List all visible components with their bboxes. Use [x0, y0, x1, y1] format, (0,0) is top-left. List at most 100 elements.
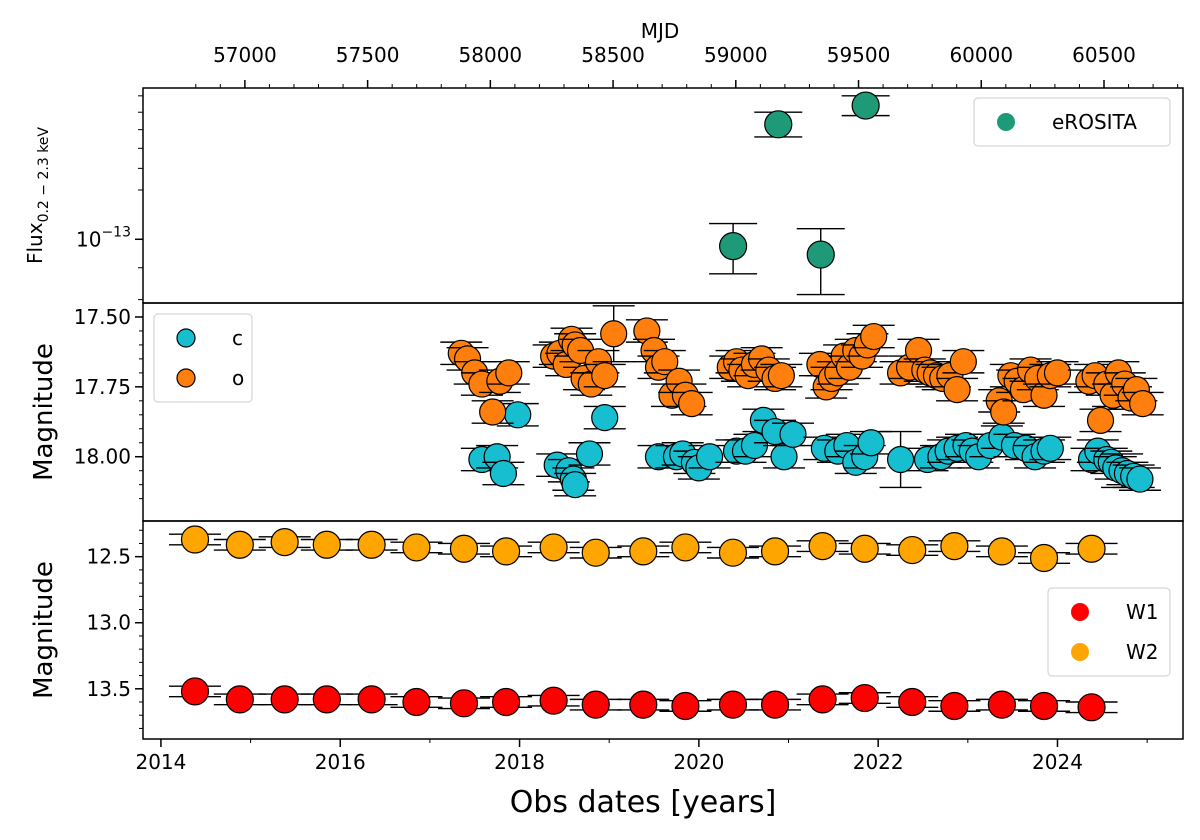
- legend-atlas-label-c: c: [232, 326, 243, 350]
- wise-W1-point-9: [581, 690, 610, 719]
- wise-W2-point-12: [718, 538, 748, 567]
- atlas-o-point-74: [1129, 390, 1157, 418]
- flux-axis-title: Flux0.2 − 2.3 keV: [23, 127, 52, 264]
- wise-W2-point-20: [1077, 534, 1106, 563]
- wise-W1-point-11: [671, 691, 700, 721]
- wise-y-axis-title: Magnitude: [29, 561, 59, 699]
- mjd-tick-label-2: 58000: [459, 43, 523, 67]
- legend-wise-label-W1: W1: [1126, 600, 1159, 624]
- flux-tick-base: 10: [76, 227, 101, 251]
- atlas-o-point-64: [1043, 359, 1072, 387]
- wise-y-tick-label-0: 12.5: [86, 545, 131, 569]
- atlas-c-point-52: [1126, 465, 1154, 493]
- atlas-o-point-21: [651, 348, 679, 376]
- wise-W2-point-2: [270, 528, 299, 557]
- atlas-c-point-3: [504, 401, 532, 429]
- wise-W1-point-0: [180, 677, 210, 706]
- atlas-c-point-29: [886, 445, 915, 474]
- wise-W2-point-19: [1029, 543, 1059, 573]
- atlas-o-point-25: [678, 390, 706, 418]
- atlas-o-point-54: [949, 348, 977, 376]
- legend-wise-marker-W1: [1071, 603, 1089, 621]
- year-tick-label-3: 2020: [673, 750, 724, 774]
- legend-erosita-marker-eROSITA: [997, 113, 1015, 131]
- atlas-c-point-9: [591, 403, 619, 432]
- atlas-o-point-16: [591, 362, 619, 390]
- wise-W1-point-15: [850, 683, 879, 713]
- wise-W1-point-18: [987, 690, 1016, 719]
- mjd-tick-label-7: 60500: [1072, 43, 1136, 67]
- wise-W1-point-12: [718, 690, 748, 719]
- wise-W2-point-7: [492, 537, 521, 566]
- wise-W1-point-2: [270, 685, 299, 714]
- wise-W1-point-19: [1029, 691, 1059, 721]
- atlas-y-tick-label-0: 17.50: [74, 305, 131, 329]
- atlas-c-point-28: [857, 429, 885, 457]
- flux-title-main: Flux: [23, 222, 47, 264]
- atlas-c-point-8: [575, 440, 604, 468]
- wise-W1-point-4: [357, 685, 386, 714]
- atlas-y-tick-label-1: 17.75: [74, 375, 131, 399]
- atlas-c-point-2: [489, 459, 518, 488]
- flux-tick-label: 10−13: [76, 224, 131, 251]
- wise-W1-point-13: [760, 690, 790, 719]
- wise-W2-point-0: [180, 525, 210, 554]
- wise-W2-point-6: [449, 534, 479, 563]
- atlas-o-point-4: [479, 398, 507, 426]
- wise-W1-point-3: [312, 685, 341, 714]
- mjd-tick-label-5: 59500: [827, 43, 891, 67]
- year-tick-label-1: 2016: [315, 750, 366, 774]
- atlas-c-point-7: [561, 471, 589, 499]
- wise-W2-point-18: [987, 537, 1016, 566]
- year-tick-label-5: 2024: [1032, 750, 1083, 774]
- atlas-o-point-44: [860, 322, 888, 351]
- flux-title-sub: 0.2 − 2.3 keV: [36, 127, 52, 223]
- wise-W1-point-14: [808, 685, 837, 714]
- wise-W1-point-5: [402, 687, 431, 717]
- panel-frames: [142, 87, 1184, 740]
- mjd-tick-label-1: 57500: [336, 43, 400, 67]
- year-tick-label-2: 2018: [494, 750, 545, 774]
- panel-wise-frame: [142, 520, 1184, 740]
- mjd-tick-label-0: 57000: [213, 43, 277, 67]
- x-axis-title: Obs dates [years]: [510, 785, 777, 820]
- wise-W2-point-3: [312, 530, 341, 559]
- atlas-y-axis-title: Magnitude: [29, 343, 59, 481]
- wise-W1-point-16: [898, 687, 927, 717]
- legend-wise-label-W2: W2: [1126, 640, 1159, 664]
- wise-W2-point-16: [898, 535, 927, 565]
- wise-W1-point-10: [629, 690, 658, 719]
- wise-W2-point-15: [850, 534, 879, 563]
- atlas-y-tick-label-2: 18.00: [74, 445, 131, 469]
- panel-atlas-frame: [142, 302, 1184, 522]
- wise-W2-point-5: [402, 533, 431, 562]
- legend-atlas-marker-c: [176, 328, 196, 348]
- atlas-c-point-15: [696, 443, 724, 471]
- atlas-c-point-43: [1036, 434, 1064, 462]
- atlas-c-point-22: [779, 420, 807, 448]
- atlas-o-point-34: [767, 362, 795, 390]
- wise-W2-point-14: [808, 532, 837, 561]
- legend-layer: eROSITA co W1 W2: [153, 97, 1171, 677]
- wise-W1-point-20: [1077, 693, 1106, 722]
- mjd-tick-label-6: 60000: [949, 43, 1013, 67]
- atlas-o-point-67: [1086, 406, 1115, 434]
- wise-W1-point-8: [539, 686, 568, 715]
- wise-W2-point-1: [225, 530, 254, 559]
- atlas-o-point-56: [990, 398, 1018, 426]
- axes-layer: 2014 2016 2018 2020 2022 2024 Obs dates [years…: [23, 19, 1179, 820]
- wise-W1-point-1: [225, 685, 254, 714]
- erosita-point-0: [719, 232, 748, 261]
- atlas-o-point-53: [943, 376, 971, 404]
- year-tick-label-4: 2022: [853, 750, 904, 774]
- atlas-o-point-17: [600, 320, 628, 348]
- year-tick-label-0: 2014: [135, 750, 186, 774]
- mjd-tick-label-4: 59000: [704, 43, 768, 67]
- legend-erosita-label-eROSITA: eROSITA: [1052, 110, 1137, 134]
- wise-W2-point-17: [940, 532, 969, 561]
- legend-wise-marker-W2: [1071, 643, 1089, 661]
- atlas-o-point-6: [495, 359, 523, 387]
- wise-W2-point-9: [581, 538, 610, 567]
- wise-y-tick-label-1: 13.0: [86, 611, 131, 635]
